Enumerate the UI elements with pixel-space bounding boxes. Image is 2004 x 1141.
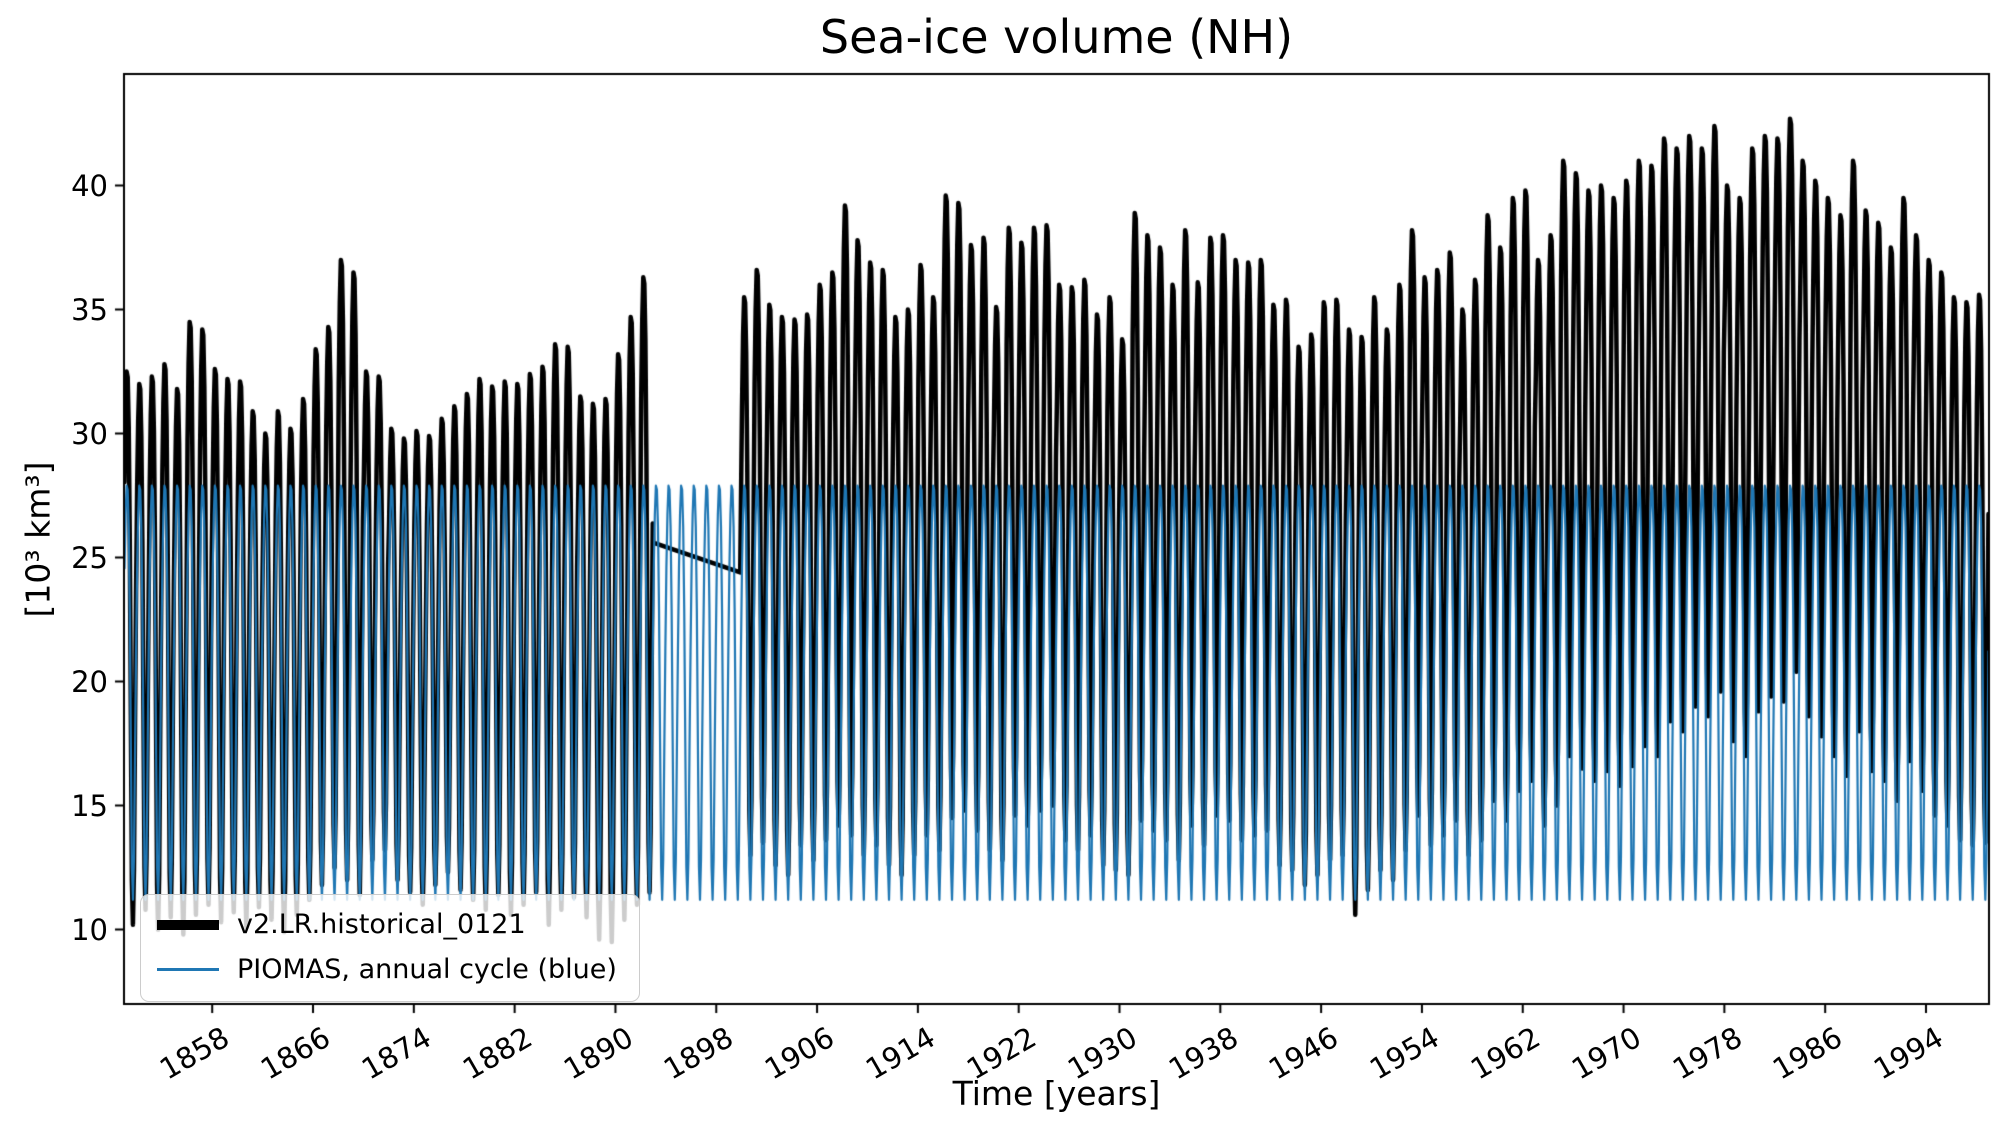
y-tick-label: 20 [71, 664, 108, 699]
piomas-line-swatch [157, 968, 219, 971]
y-tick-label: 25 [71, 540, 108, 575]
y-tick-label: 10 [71, 912, 108, 947]
y-tick-label: 35 [71, 292, 108, 327]
legend-item-piomas: PIOMAS, annual cycle (blue) [157, 954, 617, 985]
y-tick-label: 30 [71, 416, 108, 451]
model-line-swatch [157, 919, 219, 930]
legend-item-model: v2.LR.historical_0121 [157, 909, 617, 940]
x-axis-label: Time [years] [952, 1074, 1161, 1113]
legend: v2.LR.historical_0121 PIOMAS, annual cyc… [140, 894, 640, 1002]
y-tick-label: 40 [71, 168, 108, 203]
chart-title: Sea-ice volume (NH) [819, 10, 1294, 64]
legend-label-model: v2.LR.historical_0121 [237, 909, 526, 940]
y-tick-label: 15 [71, 788, 108, 823]
legend-label-piomas: PIOMAS, annual cycle (blue) [237, 954, 617, 985]
